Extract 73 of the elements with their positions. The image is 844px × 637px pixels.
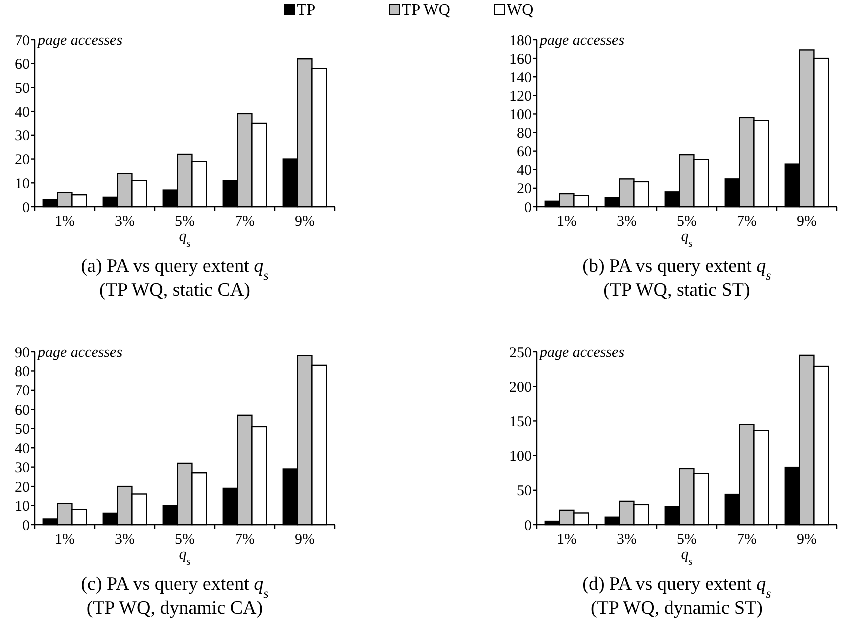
text: (TP WQ, static ST) [604,280,750,301]
x-tick-label: 5% [677,214,697,230]
x-tick-label: 5% [677,532,697,548]
x-tick-label: 7% [235,214,255,230]
x-tick-label: 3% [115,532,135,548]
y-tick-label: 80 [517,126,532,142]
y-tick-label: 120 [510,88,532,105]
y-axis-title: page accesses [539,345,625,361]
y-tick-label: 70 [15,384,30,400]
y-tick-label: 10 [15,176,30,192]
text: (c) PA vs query extent q$_{s}$ [81,574,269,600]
y-tick-label: 160 [510,52,532,68]
text: (a) PA vs query extent q$_{s}$ [81,256,269,282]
legend-label: TP [297,2,316,19]
y-tick-label: 200 [510,380,532,396]
y-tick-label: 90 [15,345,30,362]
y-tick-label: 40 [15,441,30,458]
y-tick-label: 0 [524,200,532,216]
x-tick-label: 9% [797,532,817,548]
x-tick-label: 9% [295,532,315,548]
y-tick-label: 0 [22,518,30,534]
y-tick-label: 70 [15,33,30,50]
y-tick-label: 180 [510,33,532,50]
y-tick-label: 30 [15,128,30,145]
x-tick-label: 1% [557,214,577,230]
x-tick-label: 5% [175,214,195,230]
x-tick-label: 1% [55,214,75,230]
text: (TP WQ, static CA) [100,280,250,301]
y-tick-label: 60 [15,57,30,74]
y-tick-label: 20 [15,480,30,496]
y-tick-label: 60 [15,402,30,419]
x-tick-label: 1% [55,532,75,548]
y-tick-label: 100 [510,107,532,124]
x-tick-label: 5% [175,532,195,548]
y-tick-label: 40 [517,163,532,180]
x-tick-label: 9% [797,214,817,230]
y-tick-label: 10 [15,499,30,516]
x-tick-label: 3% [617,532,637,548]
legend-label: WQ [507,2,534,19]
x-axis-title: q$_{s}$ [179,229,191,250]
x-tick-label: 3% [617,214,637,230]
y-tick-label: 40 [15,104,30,121]
y-tick-label: 0 [22,200,30,216]
x-tick-label: 3% [115,214,135,230]
y-tick-label: 50 [15,80,30,97]
x-tick-label: 1% [557,532,577,548]
y-tick-label: 50 [517,484,532,500]
y-axis-title: page accesses [37,345,123,361]
y-axis-title: page accesses [37,33,123,49]
x-tick-label: 9% [295,214,315,230]
x-axis-title: q$_{s}$ [681,547,693,568]
text: (d) PA vs query extent q$_{s}$ [582,574,772,600]
y-tick-label: 0 [524,518,532,534]
y-tick-label: 100 [510,449,532,466]
x-tick-label: 7% [737,214,757,230]
text: (TP WQ, dynamic CA) [86,598,264,619]
x-axis-title: q$_{s}$ [179,547,191,568]
y-tick-label: 140 [510,70,532,86]
x-tick-label: 7% [235,532,255,548]
text: (b) PA vs query extent q$_{s}$ [582,256,772,282]
y-tick-label: 30 [15,460,30,477]
y-tick-label: 60 [517,144,532,161]
y-tick-label: 250 [510,345,532,362]
y-tick-label: 50 [15,422,30,438]
y-tick-label: 20 [15,152,30,169]
y-tick-label: 20 [517,182,532,198]
y-tick-label: 150 [510,414,532,430]
x-tick-label: 7% [737,532,757,548]
x-axis-title: q$_{s}$ [681,229,693,250]
legend-label: TP WQ [402,2,451,19]
text: (TP WQ, dynamic ST) [590,598,764,619]
y-axis-title: page accesses [539,33,625,49]
y-tick-label: 80 [15,364,30,380]
